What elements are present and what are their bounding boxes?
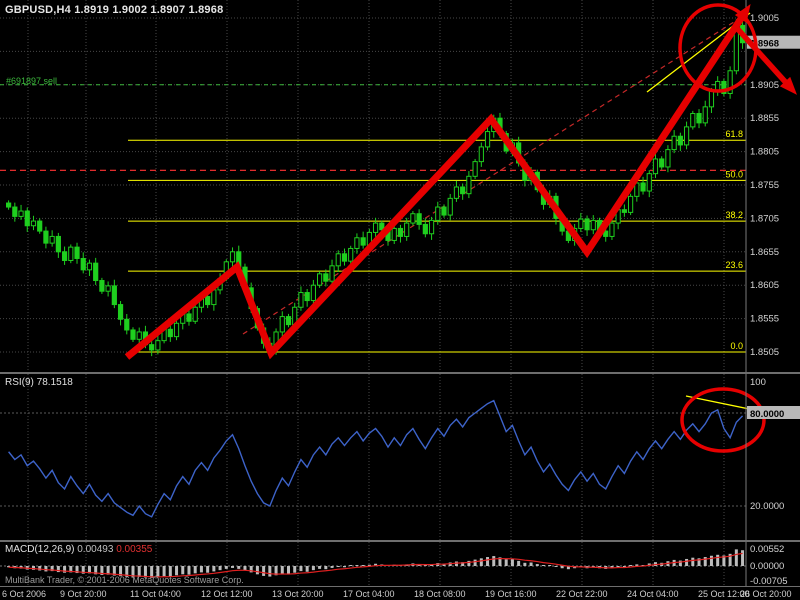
rsi-axis: 100 20.0000 80.0000	[745, 374, 800, 540]
symbol-ohlc-title: GBPUSD,H4 1.8919 1.9002 1.8907 1.8968	[5, 4, 224, 16]
time-axis-label: 22 Oct 22:00	[556, 589, 608, 599]
svg-text:1.8855: 1.8855	[750, 113, 779, 124]
rsi-highlight-circle[interactable]	[680, 387, 766, 453]
open-order-label: #691897 sell	[6, 76, 58, 86]
price-highlight-circle	[678, 3, 758, 93]
time-axis-label: 12 Oct 12:00	[201, 589, 253, 599]
svg-text:100: 100	[750, 377, 766, 388]
svg-text:0.00552: 0.00552	[750, 544, 784, 555]
svg-text:61.8: 61.8	[725, 129, 743, 139]
zigzag-trend-arrow	[124, 3, 751, 360]
svg-text:0.00000: 0.00000	[750, 561, 784, 572]
svg-text:1.8555: 1.8555	[750, 314, 779, 325]
time-axis-label: 19 Oct 16:00	[485, 589, 537, 599]
time-axis-label: 18 Oct 08:00	[414, 589, 466, 599]
time-axis-label: 17 Oct 04:00	[343, 589, 395, 599]
macd-axis: 0.00552 0.00000 -0.00705	[745, 542, 788, 586]
red-dashed-trendline[interactable]	[242, 12, 749, 335]
macd-panel[interactable]: 0.00552 0.00000 -0.00705	[0, 542, 800, 586]
macd-name: MACD(12,26,9)	[5, 544, 75, 555]
time-axis-label: 9 Oct 20:00	[60, 589, 107, 599]
svg-text:0.0: 0.0	[730, 341, 743, 351]
grid-layer	[0, 0, 746, 372]
svg-text:23.6: 23.6	[725, 260, 743, 270]
svg-text:1.8755: 1.8755	[750, 180, 779, 191]
panel-splitter-macd[interactable]	[0, 540, 800, 542]
time-axis: 6 Oct 2006 9 Oct 20:00 11 Oct 04:00 12 Oct …	[0, 586, 800, 600]
candlestick-layer	[6, 19, 746, 357]
svg-text:20.0000: 20.0000	[750, 501, 784, 512]
main-price-chart[interactable]: 61.8 50.0 38.2 23.6 0.0 1.9005 1.8905 1.8855 1.8…	[0, 0, 800, 372]
platform-watermark: MultiBank Trader, © 2001-2006 MetaQuotes…	[5, 575, 244, 585]
svg-text:1.8805: 1.8805	[750, 147, 779, 158]
price-axis: 1.9005 1.8905 1.8855 1.8805 1.8755 1.8705 1.86…	[745, 0, 779, 372]
current-price-box: 1.8968	[747, 35, 800, 50]
svg-text:1.8968: 1.8968	[750, 39, 779, 50]
time-axis-label: 6 Oct 2006	[2, 589, 47, 599]
svg-text:80.0000: 80.0000	[750, 409, 784, 420]
svg-text:1.9005: 1.9005	[750, 13, 779, 24]
svg-text:1.8655: 1.8655	[750, 247, 779, 258]
time-axis-label: 13 Oct 20:00	[272, 589, 324, 599]
red-annotations[interactable]	[124, 3, 798, 360]
rsi-indicator-label: RSI(9) 78.1518	[5, 377, 73, 388]
svg-text:50.0: 50.0	[725, 169, 743, 179]
breakout-arrow	[732, 24, 798, 95]
rsi-grid-layer	[0, 374, 746, 540]
time-axis-label: 26 Oct 20:00	[740, 589, 792, 599]
macd-indicator-label: MACD(12,26,9) 0.00493 0.00355	[5, 544, 152, 555]
svg-text:1.8505: 1.8505	[750, 347, 779, 358]
svg-text:1.8905: 1.8905	[750, 80, 779, 91]
macd-signal-line	[8, 552, 743, 578]
time-axis-label: 25 Oct 12:00	[698, 589, 750, 599]
time-axis-label: 11 Oct 04:00	[130, 589, 181, 599]
time-axis-label: 24 Oct 04:00	[627, 589, 679, 599]
svg-text:38.2: 38.2	[725, 210, 743, 220]
svg-text:1.8705: 1.8705	[750, 213, 779, 224]
rsi-panel[interactable]: 100 20.0000 80.0000	[0, 374, 800, 540]
svg-text:1.8605: 1.8605	[750, 280, 779, 291]
panel-splitter-rsi[interactable]	[0, 372, 800, 374]
macd-signal-value: 0.00355	[116, 544, 153, 555]
macd-main-value: 0.00493	[77, 544, 114, 555]
svg-text:-0.00705: -0.00705	[750, 576, 788, 586]
rsi-line	[8, 399, 744, 518]
